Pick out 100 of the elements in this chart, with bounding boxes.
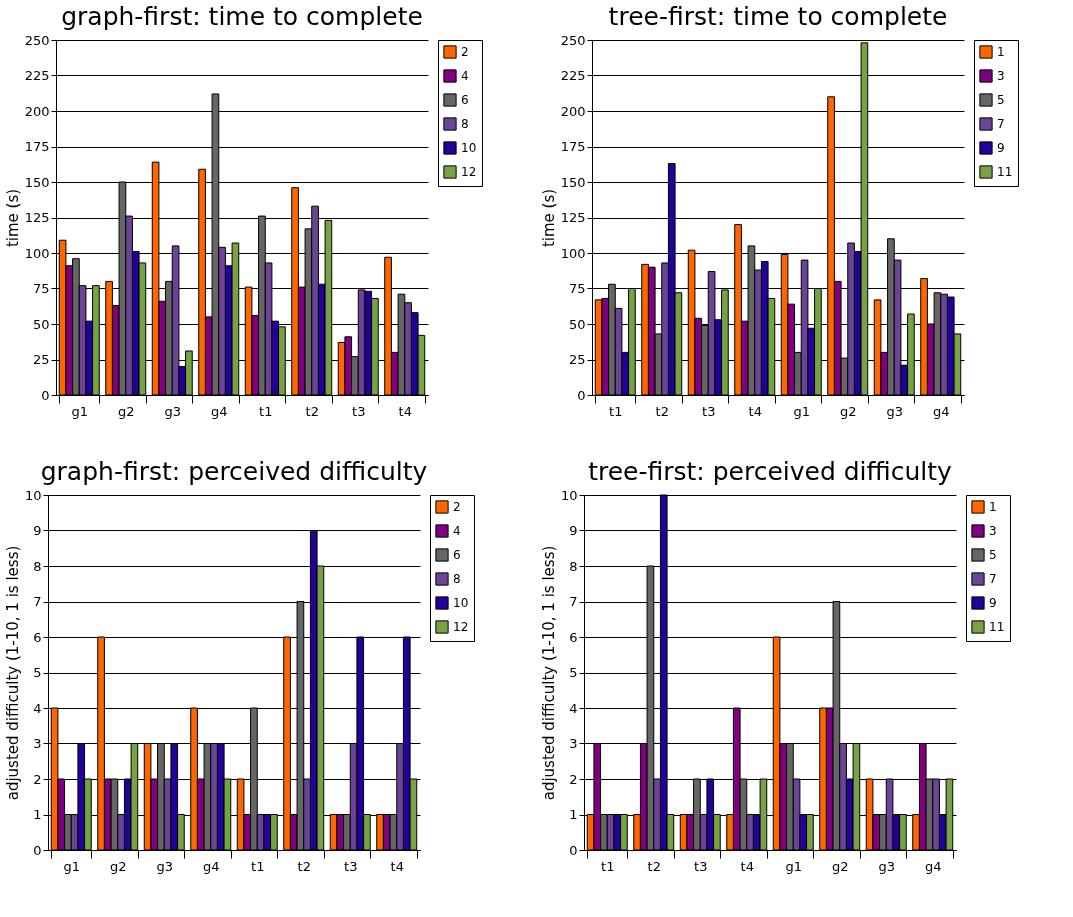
legend-label: 5	[997, 93, 1005, 107]
y-tick-label: 200	[24, 103, 50, 119]
y-tick-label: 8	[33, 558, 42, 574]
legend-label: 6	[453, 548, 461, 562]
chart-title: graph-first: time to complete	[61, 2, 423, 31]
y-tick-label: 8	[569, 558, 578, 574]
y-axis-title: time (s)	[539, 188, 558, 248]
legend-label: 4	[461, 69, 469, 83]
x-tick-label: g4	[924, 858, 942, 874]
legend-label: 9	[997, 141, 1005, 155]
x-tick-label: g3	[878, 858, 896, 874]
chart-title: tree-first: time to complete	[608, 2, 948, 31]
y-tick-label: 5	[33, 665, 42, 680]
x-tick-label: t4	[398, 403, 412, 419]
y-tick-label: 9	[569, 523, 578, 538]
y-tick-label: 225	[24, 68, 50, 83]
legend-label: 3	[997, 69, 1005, 83]
x-tick-label: t2	[297, 858, 311, 874]
legend-label: 5	[989, 548, 997, 562]
y-axis-title: adjusted difficulty (1-10, 1 is less)	[539, 545, 558, 801]
legend-label: 2	[453, 500, 461, 514]
x-tick-label: t3	[352, 403, 366, 419]
y-tick-label: 125	[560, 210, 586, 225]
y-tick-label: 175	[560, 139, 586, 154]
x-tick-label: t1	[251, 858, 265, 874]
x-tick-label: t4	[748, 403, 762, 419]
legend-label: 12	[461, 165, 477, 179]
chart-title: graph-first: perceived difficulty	[40, 457, 428, 486]
y-tick-label: 2	[569, 771, 578, 787]
y-tick-label: 250	[24, 32, 50, 48]
y-tick-label: 0	[41, 387, 50, 403]
x-tick-label: t4	[390, 858, 404, 874]
legend-label: 8	[453, 572, 461, 586]
x-tick-label: t1	[601, 858, 615, 874]
x-tick-label: g4	[202, 858, 220, 874]
x-tick-label: t2	[647, 858, 661, 874]
y-tick-label: 4	[33, 700, 42, 716]
chart-title: tree-first: perceived difficulty	[588, 457, 953, 486]
y-tick-label: 10	[24, 487, 42, 503]
legend-label: 7	[989, 572, 997, 586]
y-tick-label: 6	[33, 629, 42, 645]
y-tick-label: 25	[32, 352, 50, 367]
y-tick-label: 75	[32, 281, 50, 296]
y-tick-label: 100	[24, 245, 50, 261]
legend-label: 1	[997, 45, 1005, 59]
y-tick-label: 50	[568, 316, 586, 332]
y-tick-label: 4	[569, 700, 578, 716]
y-tick-label: 3	[569, 736, 578, 751]
y-tick-label: 250	[560, 32, 586, 48]
x-tick-label: g2	[839, 403, 857, 419]
legend-label: 10	[453, 596, 469, 610]
x-tick-label: g1	[71, 403, 89, 419]
y-tick-label: 25	[568, 352, 586, 367]
y-tick-label: 0	[33, 842, 42, 858]
y-tick-label: 5	[569, 665, 578, 680]
y-tick-label: 7	[33, 594, 42, 609]
x-tick-label: t3	[694, 858, 708, 874]
y-tick-label: 225	[560, 68, 586, 83]
y-tick-label: 0	[569, 842, 578, 858]
legend-label: 7	[997, 117, 1005, 131]
x-tick-label: g1	[785, 858, 803, 874]
x-tick-label: g2	[831, 858, 849, 874]
y-tick-label: 75	[568, 281, 586, 296]
y-tick-label: 200	[560, 103, 586, 119]
x-tick-label: t4	[740, 858, 754, 874]
x-tick-label: t2	[655, 403, 669, 419]
y-tick-label: 150	[24, 174, 50, 190]
x-tick-label: g1	[793, 403, 811, 419]
y-tick-label: 1	[569, 807, 578, 822]
legend-label: 3	[989, 524, 997, 538]
y-tick-label: 150	[560, 174, 586, 190]
y-tick-label: 9	[33, 523, 42, 538]
legend-label: 4	[453, 524, 461, 538]
x-tick-label: t3	[702, 403, 716, 419]
x-tick-label: t1	[259, 403, 273, 419]
y-tick-label: 10	[560, 487, 578, 503]
y-tick-label: 7	[569, 594, 578, 609]
x-tick-label: t2	[305, 403, 319, 419]
y-tick-label: 6	[569, 629, 578, 645]
x-tick-label: g3	[156, 858, 174, 874]
x-tick-label: t1	[609, 403, 623, 419]
legend-label: 1	[989, 500, 997, 514]
legend-label: 11	[997, 165, 1013, 179]
x-tick-label: g1	[63, 858, 81, 874]
x-tick-label: g3	[164, 403, 182, 419]
x-tick-label: g4	[210, 403, 228, 419]
legend-label: 2	[461, 45, 469, 59]
legend-label: 6	[461, 93, 469, 107]
legend-label: 9	[989, 596, 997, 610]
y-tick-label: 0	[577, 387, 586, 403]
y-tick-label: 125	[24, 210, 50, 225]
y-tick-label: 2	[33, 771, 42, 787]
legend-label: 8	[461, 117, 469, 131]
x-tick-label: g2	[117, 403, 135, 419]
y-tick-label: 1	[33, 807, 42, 822]
x-tick-label: g3	[886, 403, 904, 419]
y-tick-label: 50	[32, 316, 50, 332]
y-axis-title: time (s)	[3, 188, 22, 248]
y-tick-label: 175	[24, 139, 50, 154]
y-tick-label: 3	[33, 736, 42, 751]
